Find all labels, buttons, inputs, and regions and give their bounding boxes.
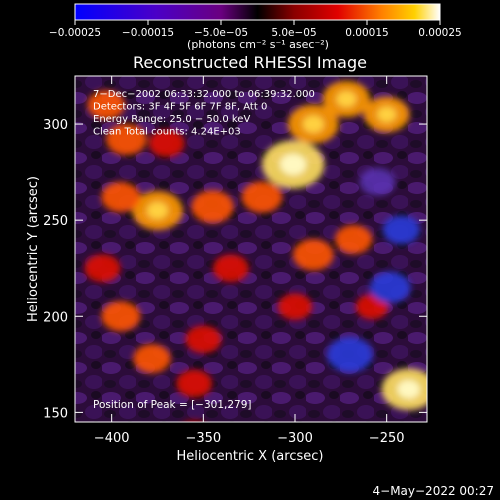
x-tick-label: −400: [94, 431, 130, 446]
peak-position-label: Position of Peak = [−301,279]: [93, 399, 252, 411]
intensity-blob: [105, 123, 147, 156]
colorbar-tick-label: 0.00025: [418, 27, 461, 39]
colorbar-tick-label: 5.0e−05: [271, 27, 316, 39]
intensity-blob: [87, 90, 125, 120]
intensity-blob: [382, 215, 421, 245]
x-tick-label: −250: [369, 431, 405, 446]
intensity-blob: [241, 181, 283, 213]
plot-frame: [74, 75, 428, 423]
y-tick-label: 150: [43, 406, 68, 421]
footer-timestamp: 4−May−2022 00:27: [373, 484, 495, 498]
intensity-blob: [212, 254, 249, 282]
annotation-line: 7−Dec−2002 06:33:32.000 to 06:39:32.000: [93, 89, 315, 100]
intensity-blob: [185, 419, 204, 422]
intensity-core: [397, 379, 421, 399]
colorbar-tick-label: −0.00025: [49, 27, 101, 39]
intensity-blob: [327, 337, 373, 373]
colorbar-tick-label: −5.0e−05: [194, 27, 248, 39]
x-tick-label: −350: [185, 431, 221, 446]
y-tick-label: 250: [43, 214, 68, 229]
intensity-blob: [292, 239, 334, 271]
intensity-blob: [185, 325, 222, 354]
annotation-line: Detectors: 3F 4F 5F 6F 7F 8F, Att 0: [93, 102, 267, 113]
intensity-core: [279, 153, 307, 176]
x-axis-ticks: −400 −350 −300 −250: [94, 76, 405, 446]
colorbar-tick-label: −0.00015: [122, 27, 174, 39]
intensity-blob: [277, 293, 313, 320]
intensity-blob: [101, 182, 141, 213]
annotation-line: Clean Total counts: 4.24E+03: [93, 127, 241, 138]
intensity-blob: [191, 190, 234, 224]
y-tick-label: 200: [43, 310, 68, 325]
y-axis-label: Heliocentric Y (arcsec): [26, 176, 41, 322]
intensity-blob: [369, 271, 411, 304]
y-axis-ticks: 150 200 250 300: [43, 118, 427, 421]
intensity-core: [336, 90, 357, 108]
intensity-blob: [133, 344, 171, 373]
intensity-core: [302, 115, 325, 133]
x-tick-label: −300: [277, 431, 313, 446]
heatmap-image: [75, 76, 427, 422]
colorbar-ticks: −0.00025 −0.00015 −5.0e−05 5.0e−05 0.00015 0.…: [49, 20, 462, 39]
intensity-blob: [148, 129, 185, 158]
intensity-core: [146, 201, 169, 220]
colorbar-units: (photons cm⁻² s⁻¹ asec⁻²): [187, 38, 329, 51]
colorbar-tick-label: 0.00015: [345, 27, 388, 39]
info-annotations: 7−Dec−2002 06:33:32.000 to 06:39:32.000 D…: [93, 89, 315, 138]
intensity-blob: [84, 254, 121, 282]
intensity-blob: [334, 224, 373, 254]
chart-title: Reconstructed RHESSI Image: [133, 53, 367, 72]
intensity-core: [376, 106, 397, 123]
intensity-blob: [176, 369, 213, 398]
annotation-line: Energy Range: 25.0 − 50.0 keV: [93, 114, 250, 125]
colorbar: [74, 3, 441, 21]
intensity-blob: [101, 301, 141, 332]
y-tick-label: 300: [43, 118, 68, 133]
intensity-blob: [359, 167, 396, 196]
x-axis-label: Heliocentric X (arcsec): [177, 449, 324, 464]
